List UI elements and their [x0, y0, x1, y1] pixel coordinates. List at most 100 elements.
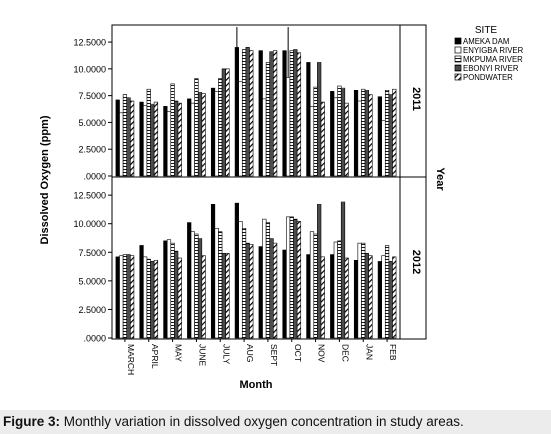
- bar: [210, 203, 216, 339]
- bar: [258, 50, 263, 177]
- bar: [153, 259, 159, 339]
- bar: [313, 233, 318, 339]
- y-tick-label: .0000: [83, 172, 106, 182]
- bar: [286, 77, 291, 177]
- x-tick-label: SEPT: [269, 344, 279, 366]
- x-tick-label: JAN: [364, 344, 374, 360]
- y-tick-label: 5.0000: [78, 276, 106, 286]
- bar: [273, 242, 278, 339]
- bar: [313, 86, 318, 177]
- legend-label: MKPUMA RIVER: [463, 55, 523, 64]
- x-tick-label: DEC: [340, 344, 350, 362]
- bar: [340, 87, 346, 177]
- bar: [265, 222, 271, 339]
- bar: [282, 50, 287, 177]
- legend-label: AMEKA DAM: [463, 37, 509, 46]
- bar: [201, 255, 206, 339]
- panel-label-2011: 2011: [410, 87, 422, 111]
- bar: [306, 254, 311, 339]
- bar: [258, 246, 263, 339]
- bar: [286, 216, 291, 339]
- bar: [265, 62, 271, 177]
- bar: [293, 218, 298, 339]
- panel-frame-top: [111, 24, 401, 178]
- bar: [340, 201, 346, 339]
- x-tick-label: MAY: [174, 344, 184, 362]
- x-tick-label: NOV: [317, 344, 327, 363]
- bar: [150, 103, 155, 177]
- bar: [163, 106, 168, 177]
- x-tick-label: AUG: [245, 344, 255, 362]
- bar: [289, 50, 294, 177]
- bar: [122, 94, 128, 177]
- bar: [119, 255, 124, 339]
- bar: [225, 68, 230, 177]
- bar: [218, 78, 223, 177]
- y-tick-label: 2.5000: [78, 305, 106, 315]
- y-tick-label: .0000: [83, 334, 106, 344]
- figure-caption-label: Figure 3:: [3, 414, 61, 429]
- legend-swatch: [454, 37, 462, 45]
- bar: [245, 47, 250, 177]
- bar: [320, 101, 325, 177]
- bar: [364, 89, 369, 177]
- figure-caption: Figure 3: Monthly variation in dissolved…: [0, 410, 551, 434]
- legend-swatch: [454, 64, 462, 72]
- x-tick-label: FEB: [388, 344, 398, 361]
- bar: [170, 83, 175, 177]
- y-tick-label: 12.5000: [73, 191, 106, 201]
- bar: [166, 239, 172, 339]
- bar: [197, 92, 203, 177]
- bar: [197, 238, 203, 339]
- bar: [388, 94, 393, 177]
- bar: [344, 257, 349, 339]
- bar: [249, 50, 254, 177]
- bar: [153, 101, 159, 177]
- x-tick-label: JULY: [221, 344, 231, 364]
- bar: [361, 88, 366, 177]
- bar: [344, 102, 349, 177]
- bar: [146, 258, 151, 339]
- bar: [381, 119, 386, 177]
- bar: [190, 231, 195, 339]
- legend-label: PONDWATER: [463, 73, 513, 82]
- bar: [234, 202, 239, 339]
- bar: [333, 241, 338, 339]
- bar: [377, 96, 382, 177]
- year-strip: [399, 24, 427, 340]
- bar: [234, 47, 239, 177]
- bar: [357, 100, 362, 177]
- bar: [381, 255, 386, 339]
- bar: [306, 62, 311, 177]
- bar: [221, 253, 226, 339]
- y-tick-label: 7.5000: [78, 248, 106, 258]
- bar: [241, 227, 247, 339]
- bar: [115, 256, 120, 339]
- bar: [126, 254, 131, 339]
- bar: [210, 87, 216, 177]
- bar: [368, 94, 373, 177]
- legend-label: EBONYI RIVER: [463, 64, 519, 73]
- bar: [377, 261, 382, 339]
- bar: [115, 99, 120, 177]
- bar: [126, 97, 131, 177]
- bar: [170, 242, 175, 339]
- x-tick-label: JUNE: [197, 344, 207, 367]
- dissolved-oxygen-chart: .0000 2.5000 5.0000 7.5000 10.0000 12.5000 .00…: [39, 24, 524, 391]
- bar: [357, 242, 362, 339]
- bar: [130, 255, 135, 339]
- bar: [330, 254, 335, 339]
- bar: [139, 101, 144, 177]
- bar: [218, 231, 223, 339]
- y-axis-title: Dissolved Oxygen (ppm): [39, 115, 51, 244]
- bar: [353, 89, 359, 177]
- bar: [262, 218, 267, 339]
- bar: [384, 89, 390, 177]
- bar: [187, 98, 192, 177]
- bar: [392, 88, 397, 177]
- bar: [119, 112, 124, 177]
- x-tick-label: MARCH: [126, 344, 136, 375]
- bar: [309, 231, 315, 339]
- panel-frame-bottom: [111, 176, 401, 340]
